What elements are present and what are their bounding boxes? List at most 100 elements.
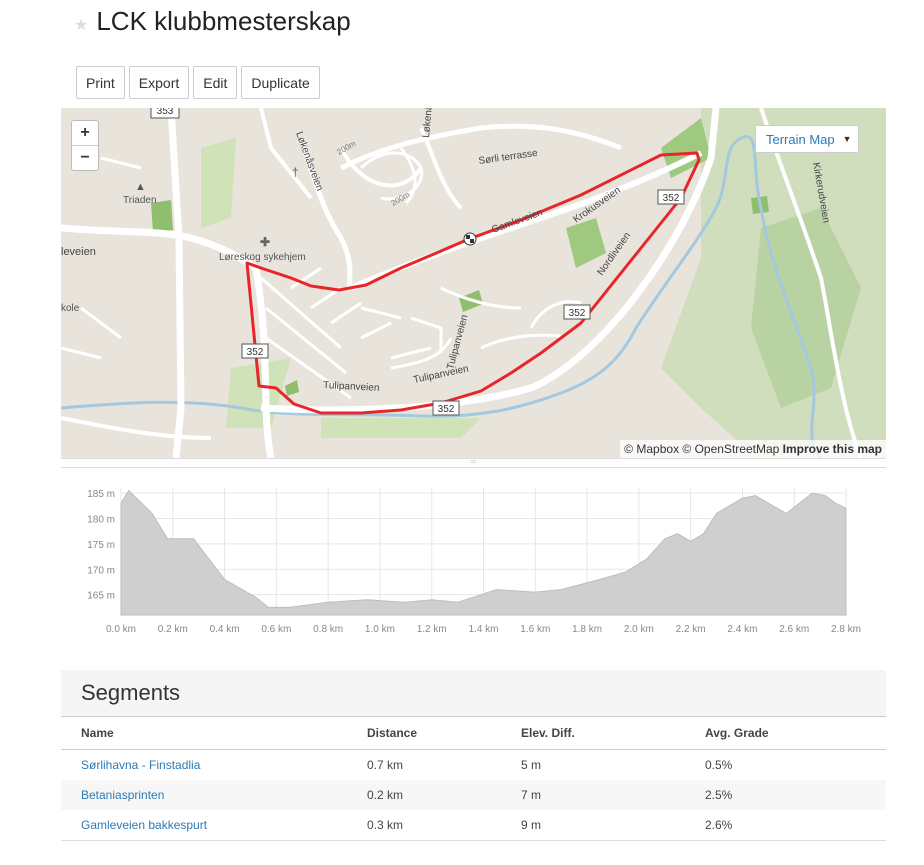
x-tick-label: 0.2 km bbox=[158, 624, 188, 635]
title-row: ★ LCK klubbmesterskap bbox=[74, 6, 351, 37]
route-shield bbox=[432, 400, 460, 416]
x-tick-label: 1.2 km bbox=[417, 624, 447, 635]
x-tick-label: 0.4 km bbox=[210, 624, 240, 635]
segment-distance: 0.3 km bbox=[366, 810, 520, 841]
road bbox=[419, 127, 463, 210]
attribution-text[interactable]: © Mapbox © OpenStreetMap bbox=[624, 442, 780, 456]
river bbox=[61, 135, 823, 458]
segment-distance: 0.2 km bbox=[366, 780, 520, 810]
checkered-flag-icon[interactable] bbox=[463, 232, 477, 246]
map-layer-label: Terrain Map bbox=[766, 131, 835, 147]
x-tick-label: 2.4 km bbox=[727, 624, 757, 635]
x-tick-label: 2.0 km bbox=[624, 624, 654, 635]
road bbox=[259, 108, 313, 200]
segment-elev-diff: 7 m bbox=[520, 780, 704, 810]
building-icon: ▲ bbox=[135, 181, 146, 193]
column-header-distance: Distance bbox=[366, 716, 520, 750]
segment-elev-diff: 5 m bbox=[521, 758, 542, 772]
route-shield bbox=[241, 343, 269, 359]
elevation-y-ticks: 165 m 170 m 175 m 180 m 185 m bbox=[87, 489, 115, 602]
x-tick-label: 0.0 km bbox=[106, 624, 136, 635]
street-label: leveien bbox=[61, 246, 96, 258]
edit-button[interactable]: Edit bbox=[193, 66, 238, 99]
street-label: Løkenåsringen bbox=[420, 108, 438, 138]
x-tick-label: 2.8 km bbox=[831, 624, 861, 635]
segment-avg-grade: 0.5% bbox=[705, 758, 733, 772]
segments-panel: Segments Name Distance Elev. Diff. Avg. … bbox=[61, 670, 886, 841]
shield-label: 352 bbox=[569, 308, 586, 319]
x-tick-label: 2.6 km bbox=[779, 624, 809, 635]
column-header-name: Name bbox=[61, 716, 366, 750]
road bbox=[260, 108, 720, 414]
segment-elev-diff: 9 m bbox=[520, 810, 704, 841]
segments-table: Name Distance Elev. Diff. Avg. Grade Sør… bbox=[61, 716, 886, 841]
park-area bbox=[151, 200, 173, 232]
segment-link[interactable]: Gamleveien bakkespurt bbox=[81, 818, 208, 832]
segment-link[interactable]: Sørlihavna - Finstadlia bbox=[81, 758, 201, 772]
route-map[interactable]: 353 352 352 352 352 Triaden Løreskog syk… bbox=[61, 108, 886, 458]
street-label: Tulipanveien bbox=[412, 363, 469, 385]
route-shield bbox=[563, 304, 591, 320]
x-tick-label: 1.6 km bbox=[520, 624, 550, 635]
street-label: Tulipanveien bbox=[323, 380, 380, 394]
duplicate-button[interactable]: Duplicate bbox=[241, 66, 320, 99]
shield-label: 352 bbox=[247, 347, 264, 358]
checkered-flag-pattern bbox=[466, 235, 474, 243]
road bbox=[298, 137, 353, 289]
route-line bbox=[245, 151, 701, 415]
page-title: LCK klubbmesterskap bbox=[96, 6, 351, 36]
column-header-elev-diff: Elev. Diff. bbox=[520, 716, 704, 750]
road bbox=[759, 108, 863, 458]
road bbox=[252, 267, 275, 458]
residential-streets bbox=[390, 286, 582, 370]
x-tick-label: 0.8 km bbox=[313, 624, 343, 635]
star-icon[interactable]: ★ bbox=[74, 16, 89, 34]
road bbox=[61, 224, 258, 271]
residential-streets bbox=[61, 156, 142, 360]
shield-label: 352 bbox=[438, 404, 455, 415]
shield-label: 353 bbox=[157, 108, 174, 117]
table-row: Gamleveien bakkespurt 0.3 km 9 m 2.6% bbox=[61, 810, 886, 841]
y-tick-label: 165 m bbox=[87, 591, 115, 602]
road bbox=[61, 416, 212, 440]
zoom-control: + − bbox=[71, 120, 99, 171]
shield-label: 352 bbox=[663, 193, 680, 204]
hospital-icon: ✚ bbox=[260, 235, 270, 249]
elevation-x-ticks: 0.0 km 0.2 km 0.4 km 0.6 km 0.8 km 1.0 km 1.2 … bbox=[106, 624, 861, 635]
export-button[interactable]: Export bbox=[128, 66, 190, 99]
segment-name-cell: Sørlihavna - Finstadlia bbox=[61, 750, 366, 781]
map-layer-select[interactable]: Terrain Map ▼ bbox=[755, 125, 859, 153]
residential-streets bbox=[359, 147, 424, 205]
park-area bbox=[285, 380, 299, 396]
x-tick-label: 1.0 km bbox=[365, 624, 395, 635]
map-canvas: 353 352 352 352 352 Triaden Løreskog syk… bbox=[61, 108, 886, 458]
toolbar: Print Export Edit Duplicate bbox=[76, 66, 320, 99]
table-row: Sørlihavna - Finstadlia 0.7 km 5 m 0.5% bbox=[61, 750, 886, 781]
road bbox=[339, 123, 622, 171]
segment-distance: 0.7 km bbox=[367, 758, 404, 772]
zoom-in-button[interactable]: + bbox=[72, 121, 98, 146]
park-area bbox=[201, 138, 236, 228]
zoom-out-button[interactable]: − bbox=[80, 149, 90, 166]
segments-heading: Segments bbox=[61, 670, 886, 716]
residential-streets bbox=[260, 266, 443, 400]
x-tick-label: 2.2 km bbox=[676, 624, 706, 635]
map-attribution: © Mapbox © OpenStreetMap Improve this ma… bbox=[620, 440, 886, 458]
street-label: Sørli terrasse bbox=[478, 148, 539, 167]
y-tick-label: 180 m bbox=[87, 514, 115, 525]
y-tick-label: 170 m bbox=[87, 565, 115, 576]
place-label: Løreskog sykehjem bbox=[219, 252, 306, 263]
table-row: Betaniasprinten 0.2 km 7 m 2.5% bbox=[61, 780, 886, 810]
route-shield bbox=[657, 189, 685, 205]
y-tick-label: 175 m bbox=[87, 540, 115, 551]
print-button[interactable]: Print bbox=[76, 66, 125, 99]
segment-link[interactable]: Betaniasprinten bbox=[81, 788, 165, 802]
x-tick-label: 1.8 km bbox=[572, 624, 602, 635]
x-tick-label: 1.4 km bbox=[468, 624, 498, 635]
park-area bbox=[566, 218, 606, 268]
improve-map-link[interactable]: Improve this map bbox=[782, 442, 882, 456]
map-resize-handle[interactable]: ═ bbox=[61, 458, 886, 468]
park-area bbox=[321, 418, 481, 438]
elevation-area bbox=[120, 489, 847, 616]
